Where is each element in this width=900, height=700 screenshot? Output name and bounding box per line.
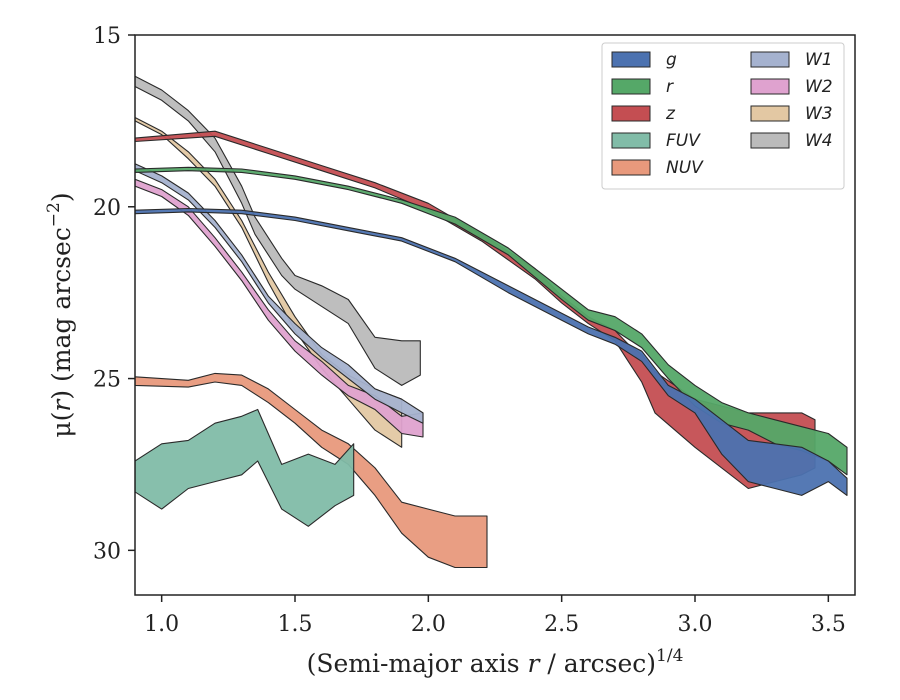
series-band-fuv: [135, 408, 355, 527]
legend-swatch: [750, 51, 790, 68]
legend-entry-z: z: [611, 104, 676, 124]
series-band-r: [135, 166, 848, 476]
series-band-nuv: [135, 372, 488, 569]
legend-entry-r: r: [611, 77, 674, 97]
legend-entry-fuv: FUV: [611, 131, 701, 151]
y-axis-ticks: 15 20 25 30: [93, 24, 135, 564]
x-tick-label: 1.0: [144, 612, 179, 637]
legend-label: r: [666, 77, 674, 97]
legend-label: FUV: [666, 131, 701, 151]
legend-swatch: [750, 105, 790, 122]
legend-swatch: [611, 132, 651, 149]
series-band-w1: [135, 163, 424, 424]
x-tick-label: 2.0: [411, 612, 446, 637]
series-band-g: [135, 207, 848, 496]
legend-swatch: [750, 132, 790, 149]
legend-entry-nuv: NUV: [611, 158, 704, 178]
legend-label: z: [665, 104, 676, 124]
legend-swatch: [611, 159, 651, 176]
legend-label: W2: [805, 77, 833, 97]
legend-label: W3: [805, 104, 833, 124]
legend-swatch: [750, 78, 790, 95]
y-tick-label: 30: [93, 539, 121, 564]
legend-swatch: [611, 105, 651, 122]
y-tick-label: 25: [93, 368, 121, 393]
y-tick-label: 15: [93, 24, 121, 49]
legend-entry-w4: W4: [750, 131, 833, 151]
x-tick-label: 3.5: [811, 612, 846, 637]
legend-label: W1: [805, 50, 833, 70]
x-tick-label: 1.5: [278, 612, 313, 637]
y-axis-label: μ(r) (mag arcsec−2): [44, 192, 76, 437]
legend: grz FUV NUV W1 W2 W3 W4: [601, 42, 845, 190]
legend-swatch: [611, 78, 651, 95]
x-axis-label: (Semi-major axis r / arcsec)1/4: [307, 646, 684, 678]
plot-frame: [134, 34, 856, 596]
y-tick-label: 20: [93, 196, 121, 221]
legend-label: NUV: [666, 158, 704, 178]
legend-label: g: [666, 50, 677, 70]
x-axis-ticks: 1.0 1.5 2.0 2.5 3.0 3.5: [144, 595, 846, 637]
series-layer: [135, 75, 848, 569]
legend-label: W4: [805, 131, 833, 151]
legend-entry-w1: W1: [750, 50, 833, 70]
x-tick-label: 3.0: [678, 612, 713, 637]
legend-entry-g: g: [611, 50, 677, 70]
legend-entry-w2: W2: [750, 77, 833, 97]
legend-swatch: [611, 51, 651, 68]
series-band-w2: [135, 178, 424, 438]
x-tick-label: 2.5: [544, 612, 579, 637]
legend-entry-w3: W3: [750, 104, 833, 124]
